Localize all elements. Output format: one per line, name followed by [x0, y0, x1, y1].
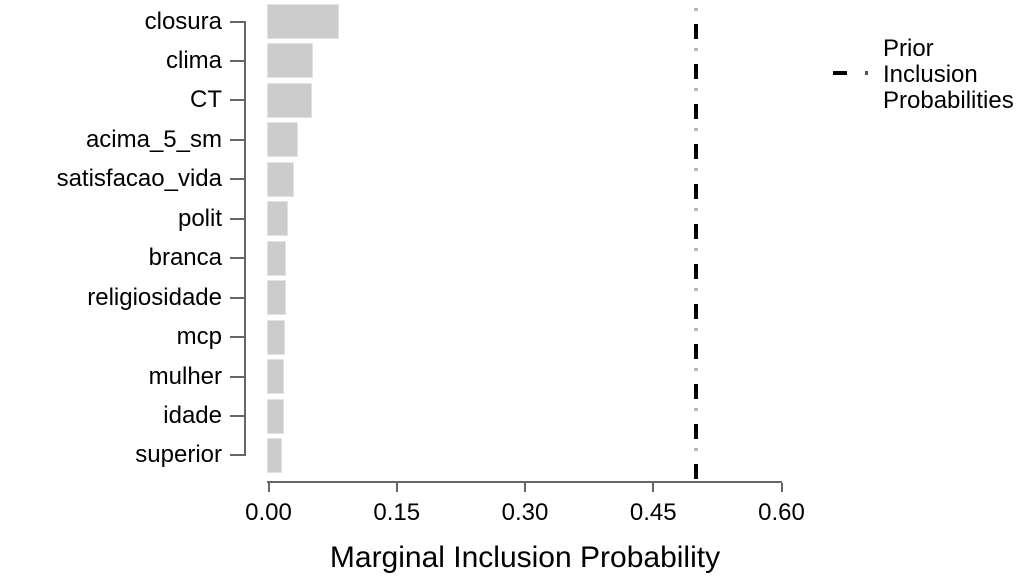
bar [268, 320, 284, 354]
y-axis-tick [230, 454, 245, 457]
category-label: CT [190, 86, 222, 114]
category-label: closura [144, 7, 222, 35]
x-axis-tick-label: 0.15 [373, 499, 421, 526]
bar [268, 83, 311, 117]
bar [268, 202, 287, 236]
x-axis-tick-label: 0.00 [245, 499, 292, 526]
category-label: satisfacao_vida [56, 165, 222, 193]
x-axis-tick [524, 483, 526, 492]
y-axis-tick [230, 178, 245, 181]
category-label: superior [135, 441, 222, 469]
bar [268, 5, 338, 38]
legend-line-2: Inclusion [883, 61, 978, 88]
y-axis-tick [230, 59, 245, 62]
x-axis-tick [780, 483, 783, 492]
bar [268, 123, 297, 157]
x-axis-tick-label: 0.60 [758, 499, 805, 526]
bar [268, 438, 281, 472]
y-axis-tick [230, 20, 245, 23]
bar [268, 281, 285, 315]
category-label: mcp [176, 323, 222, 351]
y-axis-tick [230, 336, 245, 339]
legend-label: Prior Inclusion Probabilities [883, 36, 1014, 114]
legend-dash-icon [833, 71, 847, 75]
category-label: idade [163, 402, 222, 430]
x-axis-tick [395, 483, 398, 492]
legend-line-1: Prior [883, 35, 934, 62]
y-axis-tick [230, 415, 245, 418]
x-axis-tick-label: 0.45 [629, 499, 677, 526]
x-axis-title: Marginal Inclusion Probability [329, 541, 721, 574]
y-axis-tick [230, 217, 245, 220]
y-axis-tick [230, 138, 245, 141]
y-axis-tick [230, 99, 245, 102]
bar [268, 162, 293, 196]
y-axis-tick [230, 375, 245, 378]
y-axis-line [244, 20, 246, 457]
x-axis-tick-label: 0.30 [501, 499, 549, 526]
category-label: religiosidade [87, 283, 222, 311]
bar [268, 399, 283, 433]
y-axis-tick [230, 257, 245, 260]
bar [268, 44, 312, 78]
bar [268, 360, 283, 394]
category-label: polit [177, 204, 222, 232]
category-label: acima_5_sm [85, 125, 222, 153]
category-label: branca [148, 244, 222, 272]
x-axis-line [267, 481, 782, 483]
category-label: clima [165, 46, 222, 74]
y-axis-tick [230, 296, 245, 299]
x-axis-tick [267, 483, 270, 492]
bar [268, 241, 285, 275]
legend-line-3: Probabilities [883, 87, 1014, 114]
legend-dot-icon [865, 71, 868, 75]
x-axis-tick [652, 483, 655, 492]
category-label: mulher [148, 362, 222, 390]
prior-line [693, 0, 698, 482]
